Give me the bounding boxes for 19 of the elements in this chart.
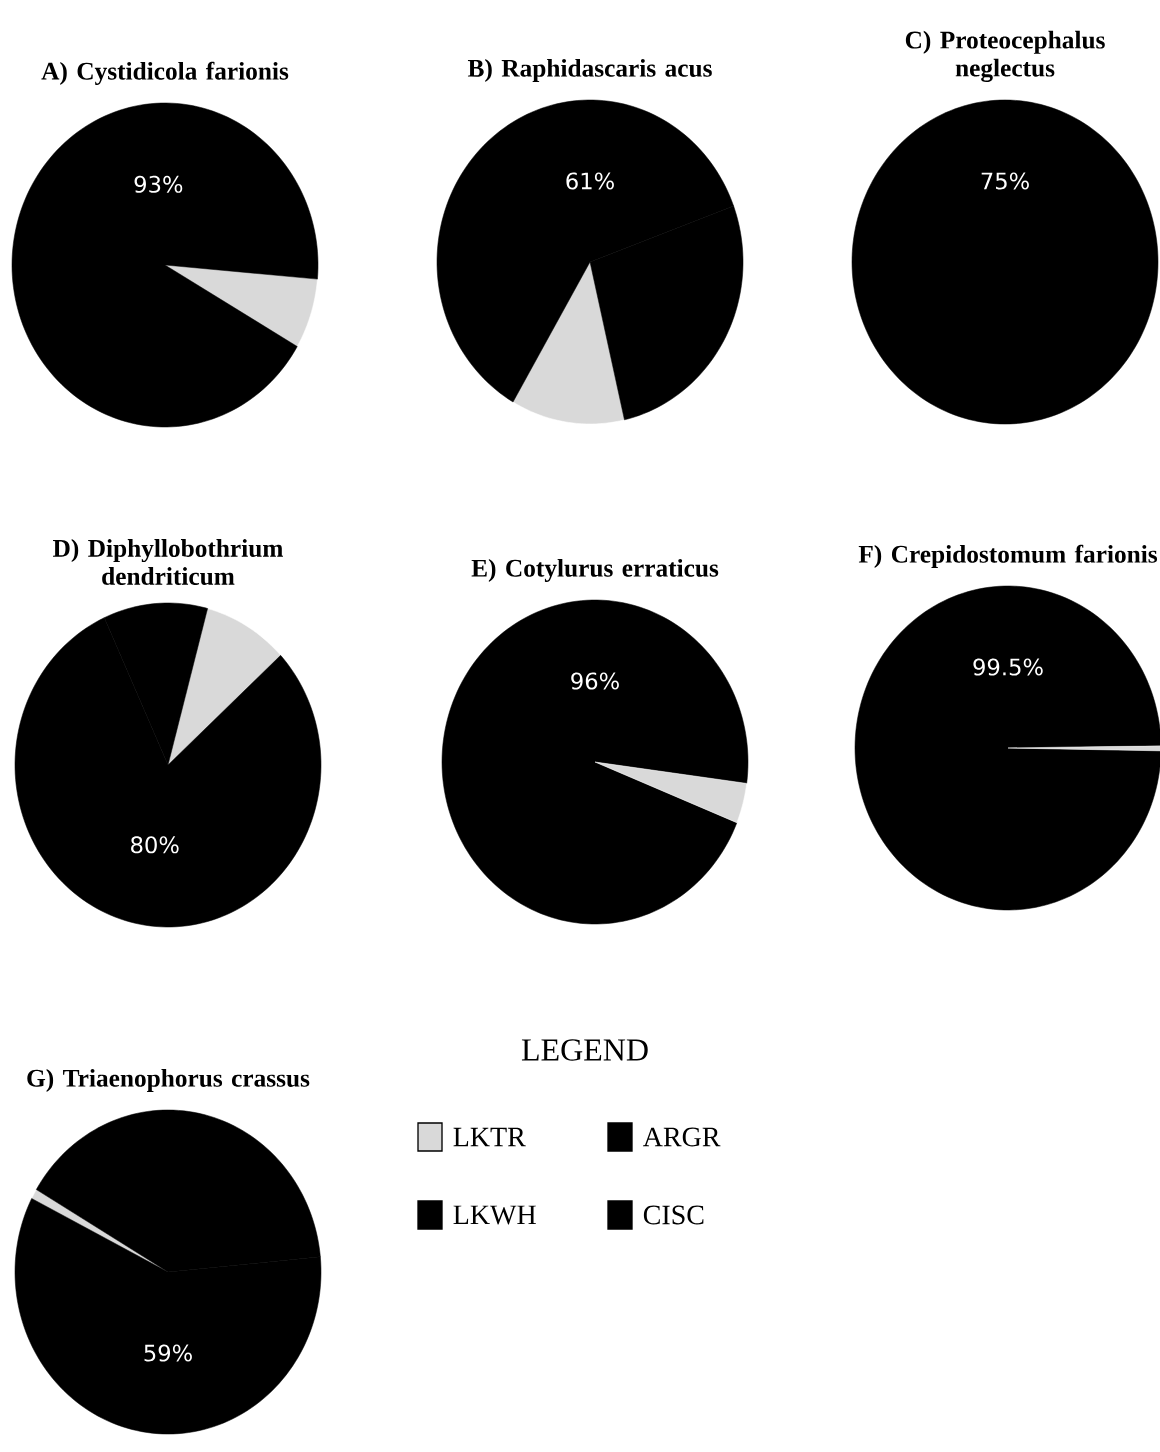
chart-title: F) Crepidostomum farionis	[858, 544, 1158, 568]
data-label: 93%	[134, 175, 183, 193]
text: LEGEND	[521, 1039, 648, 1061]
chart-title: C) Proteocephalus neglectus	[905, 30, 1105, 82]
data-label: 61%	[566, 172, 614, 190]
chart-title: D) Diphyllobothrium dendriticum	[53, 539, 283, 585]
data-label: 80%	[131, 836, 179, 854]
category-label: LKTR	[453, 1127, 526, 1147]
chart-title: B) Raphidascaris acus	[467, 59, 712, 82]
data-label: 59%	[144, 1344, 192, 1362]
data-label: 99.5%	[973, 658, 1043, 676]
data-label: 75%	[981, 172, 1029, 190]
category-label: CISC	[643, 1205, 704, 1225]
chart-title: G) Triaenophorus crassus	[27, 1069, 310, 1092]
category-label: ARGR	[642, 1127, 721, 1147]
category-label: LKWH	[453, 1205, 536, 1225]
chart-title: A) Cystidicola farionis	[41, 61, 289, 85]
chart-title: E) Cotylurus erraticus	[471, 558, 719, 582]
data-label: 96%	[571, 672, 619, 690]
